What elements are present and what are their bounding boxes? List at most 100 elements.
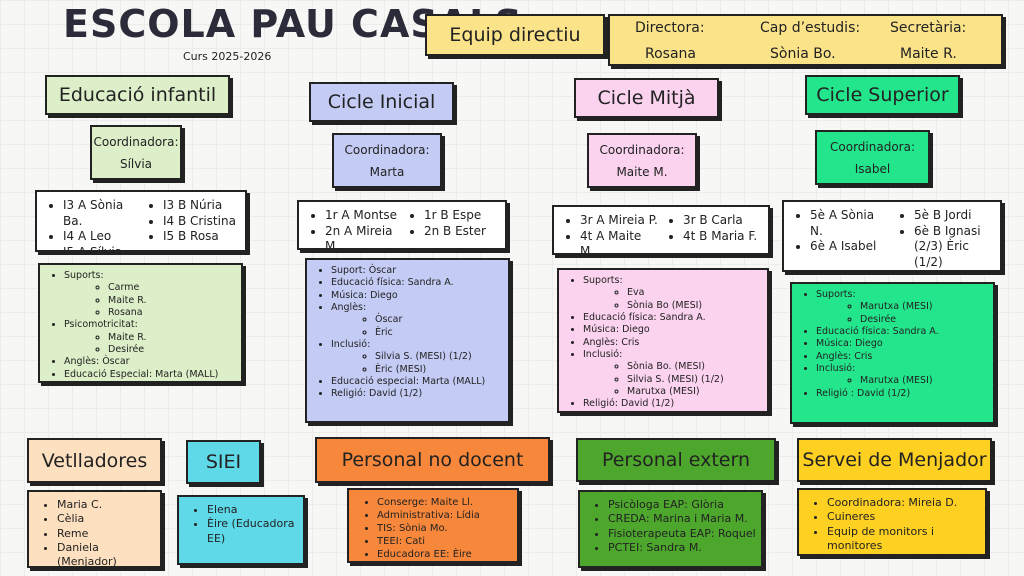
support-subitem: Rosana bbox=[108, 307, 237, 319]
support-list: Suports:EvaSònia Bo (MESI)Educació físic… bbox=[567, 275, 763, 411]
support-item: Música: Diego bbox=[331, 290, 504, 302]
class-item: 4t B Maria F. bbox=[683, 229, 762, 245]
group-item: Elena bbox=[207, 503, 299, 517]
group-title: Vetlladores bbox=[27, 438, 162, 483]
support-subitem: Marutxa (MESI) bbox=[860, 375, 989, 387]
classes-box: 3r A Mireia P.4t A Maite M.3r B Carla4t … bbox=[552, 205, 770, 255]
support-label: Inclusió: bbox=[331, 339, 504, 351]
support-item: Educació física: Sandra A. bbox=[816, 326, 989, 338]
support-label: Suports: bbox=[64, 270, 237, 282]
support-subitem: Maite R. bbox=[108, 295, 237, 307]
group-list-box: Psicòloga EAP: GlòriaCREDA: Marina i Mar… bbox=[578, 490, 763, 568]
direction-members: Directora: Rosana Cap d’estudis: Sònia Bo. S… bbox=[608, 14, 1003, 66]
class-list: 5è B Jordi6è B Ignasi (2/3) Èric (1/2) bbox=[898, 208, 994, 270]
support-item: Música: Diego bbox=[816, 338, 989, 350]
member-role: Secretària: bbox=[890, 20, 967, 36]
group-title: Personal no docent bbox=[315, 437, 550, 483]
group-list-box: Conserge: Maite Ll.Administrativa: Lídia… bbox=[347, 488, 519, 563]
member-role: Directora: bbox=[635, 20, 705, 36]
support-subitem: Desirée bbox=[108, 344, 237, 356]
coordinator-label: Coordinadora: bbox=[344, 142, 430, 157]
class-item: 1r A Montse bbox=[325, 208, 400, 224]
support-sublist: Marutxa (MESI)Desirée bbox=[816, 301, 989, 326]
support-item: Música: Diego bbox=[583, 324, 763, 336]
group-list-box: Coordinadora: Mireia D.CuineresEquip de … bbox=[797, 488, 987, 556]
support-item: Religió: David (1/2) bbox=[583, 398, 763, 410]
support-subitem: Èric bbox=[375, 327, 504, 339]
direction-title: Equip directiu bbox=[425, 14, 605, 56]
support-sublist: ÒscarÈric bbox=[331, 314, 504, 339]
group-item: Educadora EE: Èire bbox=[377, 548, 513, 561]
group-list: Coordinadora: Mireia D.CuineresEquip de … bbox=[811, 496, 981, 553]
support-subitem: Silvia S. (MESI) (1/2) bbox=[627, 374, 763, 386]
class-item: I3 A Sònia Ba. bbox=[63, 198, 139, 229]
support-list: Suports:Marutxa (MESI)DesiréeEducació fí… bbox=[800, 289, 989, 400]
class-list: 1r A Montse2n A Mireia M. bbox=[309, 208, 400, 248]
member-name: Rosana bbox=[645, 46, 696, 62]
class-list: I3 B NúriaI4 B CristinaI5 B Rosa bbox=[147, 198, 239, 250]
class-item: 5è B Jordi bbox=[914, 208, 994, 224]
group-title: SIEI bbox=[186, 440, 261, 484]
group-item: Administrativa: Lídia bbox=[377, 509, 513, 522]
coordinator-name: Sílvia bbox=[119, 156, 153, 171]
coordinator-name: Maite M. bbox=[616, 164, 668, 179]
support-item: Educació Especial: Marta (MALL) bbox=[64, 369, 237, 381]
support-sublist: CarmeMaite R.Rosana bbox=[64, 282, 237, 319]
group-list: Maria C.CèliaRemeDaniela (Menjador) bbox=[41, 498, 156, 566]
class-item: 2n B Ester bbox=[424, 224, 499, 240]
coordinator-name: Isabel bbox=[854, 161, 891, 176]
support-item: Educació física: Sandra A. bbox=[331, 277, 504, 289]
group-list: ElenaÈire (Educadora EE) bbox=[191, 503, 299, 546]
coordinator-label: Coordinadora: bbox=[93, 134, 179, 149]
class-item: I5 B Rosa bbox=[163, 229, 239, 245]
class-item: I4 B Cristina bbox=[163, 214, 239, 230]
support-box: Suports:EvaSònia Bo (MESI)Educació físic… bbox=[557, 268, 769, 413]
support-label: Inclusió: bbox=[816, 363, 989, 375]
support-label: Anglès: bbox=[331, 302, 504, 314]
group-item: TIS: Sònia Mo. bbox=[377, 522, 513, 535]
support-item: Educació especial: Marta (MALL) bbox=[331, 376, 504, 388]
support-sublist: Sònia Bo. (MESI)Silvia S. (MESI) (1/2)Ma… bbox=[583, 361, 763, 398]
group-item: Daniela (Menjador) bbox=[57, 541, 156, 566]
class-item: 4t A Maite M. bbox=[580, 229, 659, 253]
support-item: Anglès: Cris bbox=[816, 351, 989, 363]
support-subitem: Èric (MESI) bbox=[375, 364, 504, 376]
support-label: Suports: bbox=[816, 289, 989, 301]
support-box: Suports:CarmeMaite R.RosanaPsicomotricit… bbox=[38, 263, 243, 383]
class-item: I4 A Leo bbox=[63, 229, 139, 245]
support-subitem: Carme bbox=[108, 282, 237, 294]
support-sublist: EvaSònia Bo (MESI) bbox=[583, 287, 763, 312]
support-label: Inclusió: bbox=[583, 349, 763, 361]
support-list: Suports:CarmeMaite R.RosanaPsicomotricit… bbox=[48, 270, 237, 381]
cycle-title: Cicle Superior bbox=[805, 75, 960, 115]
school-year: Curs 2025-2026 bbox=[183, 50, 272, 63]
group-list-box: ElenaÈire (Educadora EE) bbox=[177, 495, 305, 565]
group-list-box: Maria C.CèliaRemeDaniela (Menjador) bbox=[27, 490, 162, 568]
support-subitem: Marutxa (MESI) bbox=[627, 386, 763, 398]
support-sublist: Silvia S. (MESI) (1/2)Èric (MESI) bbox=[331, 351, 504, 376]
class-list: 3r B Carla4t B Maria F. bbox=[667, 213, 762, 253]
group-item: Maria C. bbox=[57, 498, 156, 512]
group-item: Èire (Educadora EE) bbox=[207, 517, 299, 546]
group-item: CREDA: Marina i Maria M. bbox=[608, 512, 757, 526]
group-item: Reme bbox=[57, 527, 156, 541]
support-item: Religió: David (1/2) bbox=[331, 388, 504, 400]
group-item: Cuineres bbox=[827, 510, 981, 524]
class-item: 1r B Espe bbox=[424, 208, 499, 224]
cycle-title: Cicle Inicial bbox=[309, 82, 454, 122]
member-role: Cap d’estudis: bbox=[760, 20, 861, 36]
support-box: Suport: ÒscarEducació física: Sandra A.M… bbox=[305, 258, 510, 423]
support-list: Suport: ÒscarEducació física: Sandra A.M… bbox=[315, 265, 504, 401]
cycle-title: Educació infantil bbox=[45, 75, 230, 115]
group-item: Cèlia bbox=[57, 512, 156, 526]
support-item: Suport: Òscar bbox=[331, 265, 504, 277]
classes-box: 1r A Montse2n A Mireia M. 1r B Espe2n B E… bbox=[297, 200, 507, 250]
group-title: Personal extern bbox=[576, 438, 776, 482]
coordinator-box: Coordinadora: Marta bbox=[332, 133, 442, 188]
class-item: 2n A Mireia M. bbox=[325, 224, 400, 248]
group-list: Conserge: Maite Ll.Administrativa: Lídia… bbox=[361, 496, 513, 561]
class-list: 5è A Sònia N.6è A Isabel bbox=[794, 208, 890, 270]
support-subitem: Sònia Bo. (MESI) bbox=[627, 361, 763, 373]
class-item: 3r B Carla bbox=[683, 213, 762, 229]
member-name: Maite R. bbox=[900, 46, 957, 62]
